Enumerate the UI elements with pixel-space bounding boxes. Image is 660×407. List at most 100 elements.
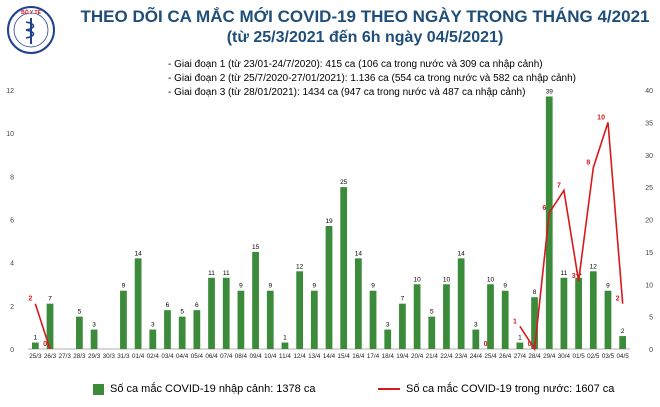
bar (354, 258, 362, 349)
bar (208, 277, 215, 349)
x-tick-label: 14/4 (323, 353, 336, 360)
x-tick-label: 27/3 (59, 353, 72, 360)
bar (222, 277, 230, 349)
bar (164, 310, 171, 349)
left-tick-label: 8 (10, 174, 14, 181)
x-tick-label: 13/4 (308, 353, 321, 360)
right-tick-label: 0 (649, 347, 653, 354)
legend-line: Số ca mắc COVID-19 trong nước: 1607 ca (378, 383, 614, 395)
line-value-label: 7 (557, 182, 561, 189)
x-tick-label: 28/3 (73, 353, 86, 360)
bar-value-label: 9 (313, 283, 317, 290)
note-phase-3: - Giai đoạn 3 (từ 28/01/2021): 1434 ca (… (168, 87, 526, 98)
bar-value-label: 3 (386, 322, 390, 329)
left-tick-label: 10 (6, 131, 14, 138)
x-tick-label: 23/4 (455, 353, 468, 360)
bar-value-label: 1 (283, 335, 287, 342)
x-tick-label: 15/4 (338, 353, 351, 360)
x-tick-label: 25/4 (484, 353, 497, 360)
bar (531, 297, 538, 349)
bar-value-label: 3 (474, 322, 478, 329)
bar-value-label: 9 (503, 283, 507, 290)
bar (149, 329, 157, 349)
bar (281, 342, 289, 349)
x-tick-label: 28/4 (528, 353, 541, 360)
note-phase-2: - Giai đoạn 2 (từ 25/7/2020-27/01/2021):… (168, 73, 576, 84)
ministry-of-health-logo: BỘ Y TẾ (7, 6, 55, 54)
x-tick-label: 24/4 (470, 353, 483, 360)
bar-value-label: 3 (92, 322, 96, 329)
x-tick-label: 05/4 (191, 353, 204, 360)
bar (472, 329, 480, 349)
bar-value-label: 5 (180, 309, 184, 316)
bar-value-label: 3 (151, 322, 155, 329)
bar (369, 290, 377, 349)
bar (384, 329, 392, 349)
bar (46, 303, 54, 349)
right-tick-label: 10 (645, 282, 653, 289)
x-tick-label: 06/4 (205, 353, 218, 360)
bar-value-label: 10 (413, 276, 421, 283)
bar (134, 258, 142, 349)
x-tick-label: 30/4 (558, 353, 571, 360)
line-value-label: 0 (484, 341, 488, 348)
bar (443, 284, 450, 349)
bar (310, 290, 318, 349)
bar (76, 316, 83, 349)
line-value-label: 1 (513, 318, 517, 325)
bar-value-label: 9 (268, 283, 272, 290)
x-tick-label: 27/4 (514, 353, 527, 360)
bar (340, 187, 348, 349)
x-tick-label: 29/4 (543, 353, 556, 360)
x-tick-label: 10/4 (264, 353, 277, 360)
x-tick-label: 01/4 (132, 353, 145, 360)
right-tick-label: 20 (645, 218, 653, 225)
bar-value-label: 5 (430, 309, 434, 316)
line-series (34, 303, 51, 350)
x-tick-label: 26/3 (44, 353, 57, 360)
x-tick-label: 29/3 (88, 353, 101, 360)
left-tick-label: 0 (10, 347, 14, 354)
line-value-label: 3 (572, 273, 576, 280)
bar-value-label: 19 (325, 218, 333, 225)
bar (501, 290, 509, 349)
line-value-label: 2 (616, 296, 620, 303)
x-tick-label: 04/5 (617, 353, 630, 360)
x-tick-label: 16/4 (352, 353, 365, 360)
bar-value-label: 9 (371, 283, 375, 290)
bar-value-label: 12 (590, 263, 598, 270)
line-value-label: 2 (28, 296, 32, 303)
bar-value-label: 9 (122, 283, 126, 290)
bar-value-label: 9 (239, 283, 243, 290)
bar-value-label: 2 (621, 328, 625, 335)
bar-value-label: 14 (135, 250, 143, 257)
x-tick-label: 07/4 (220, 353, 233, 360)
bar-value-label: 1 (34, 335, 38, 342)
x-tick-label: 01/5 (572, 353, 585, 360)
legend-bars-label: Số ca mắc COVID-19 nhập cảnh: 1378 ca (110, 383, 316, 395)
right-tick-label: 40 (645, 88, 653, 95)
bar (516, 342, 524, 349)
bar-value-label: 11 (223, 270, 230, 277)
bar-value-label: 14 (355, 250, 363, 257)
line-value-label: 0 (528, 341, 532, 348)
bar-value-label: 14 (458, 250, 466, 257)
bar (575, 277, 582, 349)
bar (428, 316, 436, 349)
right-tick-label: 25 (645, 185, 653, 192)
bar (487, 284, 494, 349)
x-tick-label: 20/4 (411, 353, 424, 360)
line-value-label: 8 (586, 160, 590, 167)
bar (619, 336, 627, 349)
bar-value-label: 5 (78, 309, 82, 316)
bar-value-label: 6 (195, 302, 199, 309)
right-tick-label: 35 (645, 120, 653, 127)
bar (193, 310, 201, 349)
x-tick-label: 17/4 (367, 353, 380, 360)
bar-value-label: 11 (208, 270, 215, 277)
left-tick-label: 12 (6, 88, 14, 95)
page-title: THEO DÕI CA MẮC MỚI COVID-19 THEO NGÀY T… (80, 7, 650, 26)
line-value-label: 10 (597, 114, 605, 121)
legend-bars: Số ca mắc COVID-19 nhập cảnh: 1378 ca (93, 383, 315, 395)
